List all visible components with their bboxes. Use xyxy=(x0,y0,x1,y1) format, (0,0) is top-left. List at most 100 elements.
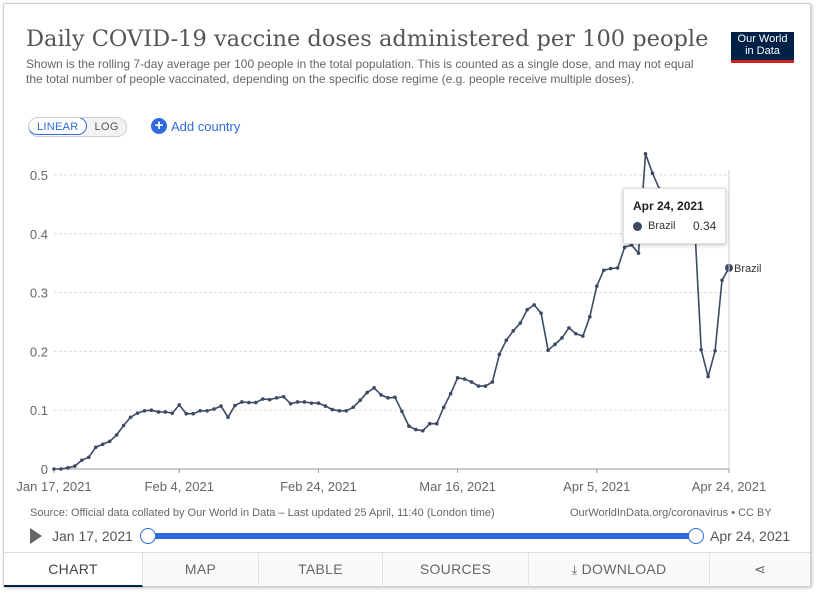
log-scale-button[interactable]: LOG xyxy=(86,118,126,136)
line-chart[interactable]: 0 0.1 0.2 0.3 0.4 0.5 Jan 17, 2021 Feb 4, 2021 F… xyxy=(0,0,818,500)
data-point[interactable] xyxy=(581,334,585,338)
data-point[interactable] xyxy=(128,415,133,420)
timeline-track[interactable] xyxy=(147,533,696,539)
data-point[interactable] xyxy=(93,445,98,450)
data-point[interactable] xyxy=(532,303,536,307)
data-point[interactable] xyxy=(330,407,335,412)
data-point[interactable] xyxy=(629,243,634,247)
data-point[interactable] xyxy=(462,377,467,381)
data-point[interactable] xyxy=(469,380,474,384)
data-point[interactable] xyxy=(212,407,216,411)
tab-download[interactable]: ⤓ DOWNLOAD xyxy=(529,553,710,587)
data-point[interactable] xyxy=(254,400,258,405)
tab-chart[interactable]: CHART xyxy=(4,553,143,587)
data-point[interactable] xyxy=(615,266,620,270)
data-point[interactable] xyxy=(281,394,286,399)
data-point[interactable] xyxy=(434,421,439,426)
data-point[interactable] xyxy=(302,400,307,404)
data-point[interactable] xyxy=(233,403,237,408)
data-point[interactable] xyxy=(546,348,550,353)
data-point[interactable] xyxy=(643,152,648,156)
tab-table[interactable]: TABLE xyxy=(259,553,383,587)
data-point[interactable] xyxy=(421,428,425,433)
data-point[interactable] xyxy=(288,401,293,406)
data-point[interactable] xyxy=(414,427,418,432)
data-point[interactable] xyxy=(344,408,349,413)
data-point[interactable] xyxy=(267,397,272,402)
data-point[interactable] xyxy=(260,397,265,401)
data-point[interactable] xyxy=(560,336,564,340)
data-point[interactable] xyxy=(198,408,202,413)
data-point[interactable] xyxy=(309,401,314,405)
data-point[interactable] xyxy=(601,268,606,273)
data-point[interactable] xyxy=(525,307,529,312)
data-point[interactable] xyxy=(107,439,112,444)
data-point[interactable] xyxy=(80,458,84,462)
data-point[interactable] xyxy=(706,374,710,379)
data-point[interactable] xyxy=(52,467,56,471)
data-point[interactable] xyxy=(379,393,383,397)
data-point[interactable] xyxy=(594,284,599,288)
data-point[interactable] xyxy=(567,326,571,330)
data-point[interactable] xyxy=(170,411,175,415)
data-point[interactable] xyxy=(393,395,397,400)
data-point[interactable] xyxy=(636,251,641,256)
data-point[interactable] xyxy=(316,401,321,405)
data-point[interactable] xyxy=(539,311,543,315)
data-point[interactable] xyxy=(156,410,161,414)
owid-url[interactable]: OurWorldInData.org/coronavirus • CC BY xyxy=(570,507,772,519)
data-point[interactable] xyxy=(407,424,411,428)
data-point[interactable] xyxy=(608,266,613,271)
data-point[interactable] xyxy=(66,466,70,470)
data-point[interactable] xyxy=(622,245,627,250)
data-point[interactable] xyxy=(351,405,356,410)
play-icon[interactable] xyxy=(30,528,42,544)
data-point[interactable] xyxy=(490,380,495,384)
data-point[interactable] xyxy=(274,396,279,400)
data-point[interactable] xyxy=(553,342,557,347)
data-point[interactable] xyxy=(365,390,369,395)
data-point[interactable] xyxy=(455,376,460,380)
data-point[interactable] xyxy=(504,338,509,343)
tab-share[interactable]: ⋖ xyxy=(710,553,810,587)
timeline-end-handle[interactable] xyxy=(688,528,704,544)
data-point[interactable] xyxy=(650,171,655,176)
data-point[interactable] xyxy=(337,408,342,413)
data-point[interactable] xyxy=(219,404,223,408)
data-point[interactable] xyxy=(163,410,168,414)
owid-logo[interactable]: Our World in Data xyxy=(731,32,794,63)
data-point[interactable] xyxy=(59,467,63,471)
data-point[interactable] xyxy=(142,408,147,413)
data-point[interactable] xyxy=(177,403,182,407)
data-point[interactable] xyxy=(100,442,105,447)
source-note[interactable]: Source: Official data collated by Our Wo… xyxy=(30,507,495,519)
data-point[interactable] xyxy=(518,321,523,325)
data-point[interactable] xyxy=(247,400,251,405)
data-point[interactable] xyxy=(483,384,488,388)
data-point[interactable] xyxy=(323,404,328,408)
data-point[interactable] xyxy=(135,411,140,415)
data-point[interactable] xyxy=(441,405,446,410)
data-point[interactable] xyxy=(713,349,717,353)
data-point[interactable] xyxy=(184,411,189,416)
data-point[interactable] xyxy=(588,314,592,319)
tab-sources[interactable]: SOURCES xyxy=(383,553,529,587)
data-point[interactable] xyxy=(448,391,453,396)
data-point[interactable] xyxy=(295,400,300,404)
data-point[interactable] xyxy=(511,329,516,333)
data-point[interactable] xyxy=(574,331,578,336)
data-point[interactable] xyxy=(86,455,91,460)
data-point[interactable] xyxy=(497,352,502,357)
add-country-button[interactable]: + Add country xyxy=(151,118,240,134)
data-point[interactable] xyxy=(114,433,119,437)
data-point[interactable] xyxy=(400,409,404,414)
data-point[interactable] xyxy=(191,411,195,416)
data-point[interactable] xyxy=(427,421,432,426)
linear-scale-button[interactable]: LINEAR xyxy=(28,118,87,135)
data-point[interactable] xyxy=(73,464,77,468)
data-point[interactable] xyxy=(149,408,154,413)
data-point[interactable] xyxy=(358,398,362,403)
data-point[interactable] xyxy=(386,396,390,400)
data-point[interactable] xyxy=(121,423,126,428)
data-point[interactable] xyxy=(720,278,724,283)
